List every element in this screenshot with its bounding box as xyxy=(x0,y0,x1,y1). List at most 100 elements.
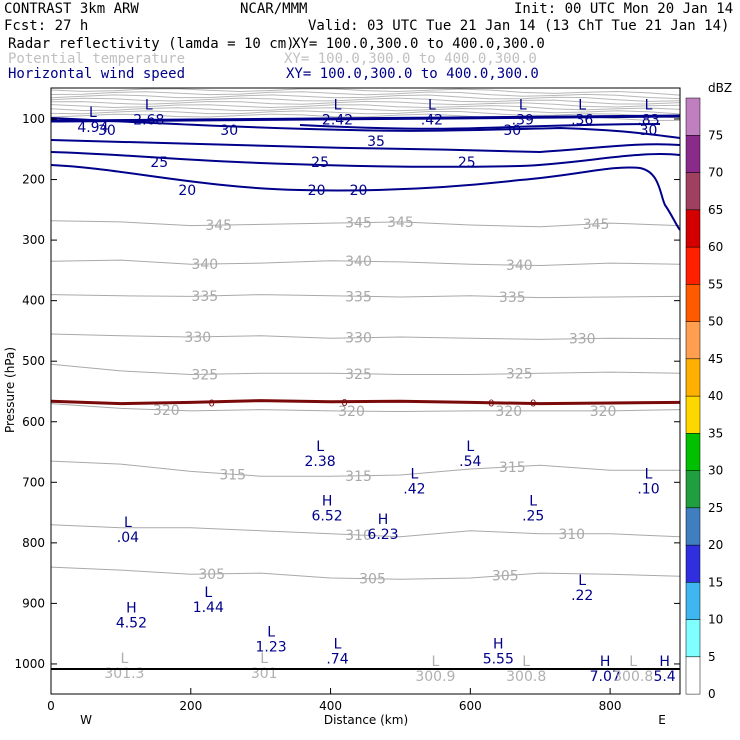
strat-contour xyxy=(50,104,681,111)
theta-contours: 345 345 345 345 340 340 340 335 335 335 330 330 330 3… xyxy=(50,215,681,588)
theta-contour-320 xyxy=(50,403,681,413)
colorbar-label: 20 xyxy=(708,538,723,552)
theta-label-335: 335 xyxy=(191,289,218,305)
theta-label-330: 330 xyxy=(345,331,372,347)
wind-label-35: 35 xyxy=(367,134,385,150)
x-axis: 0 200 400 600 800 xyxy=(47,688,622,713)
init-time: Init: 00 UTC Mon 20 Jan 14 xyxy=(514,1,733,17)
theta-label-305: 305 xyxy=(359,572,386,588)
y-tick-label: 400 xyxy=(22,294,45,308)
forecast-hour: Fcst: 27 h xyxy=(4,18,88,34)
field-2-xy: XY= 100.0,300.0 to 400.0,300.0 xyxy=(284,51,537,67)
extremum-value: .74 xyxy=(326,652,348,668)
strat-contour xyxy=(50,107,681,115)
theta-label-345: 345 xyxy=(345,216,372,232)
colorbar-swatch xyxy=(685,507,701,546)
strat-contour xyxy=(50,91,681,100)
colorbar-swatch xyxy=(685,358,701,397)
extremum-L: L xyxy=(145,98,153,114)
strat-contour xyxy=(50,88,681,96)
extremum-value: .04 xyxy=(117,530,139,546)
theta-label-345: 345 xyxy=(583,217,610,233)
plot-background xyxy=(51,88,680,694)
extremum-L: L xyxy=(89,105,97,121)
theta-contour-330 xyxy=(50,333,681,340)
colorbar-label: 65 xyxy=(708,203,723,217)
extremum-H: H xyxy=(126,600,137,616)
colorbar-label: 35 xyxy=(708,426,723,440)
extremum-H: H xyxy=(659,654,670,670)
theta-label-345: 345 xyxy=(205,218,232,234)
valid-time: Valid: 03 UTC Tue 21 Jan 14 (13 ChT Tue … xyxy=(308,18,729,34)
extremum-value: .42 xyxy=(403,482,425,498)
colorbar-swatch xyxy=(685,582,701,620)
wind-label-30: 30 xyxy=(640,123,658,139)
theta-label-320: 320 xyxy=(153,403,180,419)
extremum-value: .39 xyxy=(512,113,534,129)
wind-label-20: 20 xyxy=(350,183,368,199)
theta-label-330: 330 xyxy=(569,332,596,348)
theta-contour-345 xyxy=(50,220,681,228)
colorbar-label: 30 xyxy=(708,464,723,478)
wind-label-25: 25 xyxy=(458,155,476,171)
extremum-value: 2.42 xyxy=(322,113,353,129)
colorbar-unit: dBZ xyxy=(708,81,732,95)
x-tick-label: 400 xyxy=(319,699,342,713)
extremum-L: L xyxy=(645,98,653,114)
colorbar-label: 25 xyxy=(708,501,723,515)
theta-contour-305 xyxy=(50,566,681,580)
x-axis-west-label: W xyxy=(80,713,92,727)
extremum-value: .83 xyxy=(637,113,659,129)
colorbar-swatch xyxy=(685,470,701,509)
wind-contour-20 xyxy=(50,164,681,231)
x-axis-east-label: E xyxy=(658,713,666,727)
theta-label-305: 305 xyxy=(492,569,519,585)
field-2-name: Potential temperature xyxy=(8,51,185,67)
theta-label-315: 315 xyxy=(219,467,246,483)
colorbar-swatch xyxy=(685,246,701,285)
extremum-L: L xyxy=(267,625,275,641)
extremum-value: 5.4 xyxy=(653,669,675,685)
colorbar-label: 40 xyxy=(708,389,723,403)
colorbar-swatch xyxy=(685,619,701,658)
model-title: CONTRAST 3km ARW xyxy=(4,1,139,17)
plot-area: 345 345 345 345 340 340 340 335 335 335 330 330 330 3… xyxy=(50,87,681,695)
colorbar-swatch xyxy=(685,97,701,136)
y-tick-label: 100 xyxy=(22,112,45,126)
theta-label-315: 315 xyxy=(499,460,526,476)
plot-frame xyxy=(50,87,681,695)
theta-contour-335 xyxy=(50,294,681,299)
colorbar-label: 10 xyxy=(708,613,723,627)
x-tick-label: 0 xyxy=(47,699,55,713)
extremum-value: 6.23 xyxy=(367,527,398,543)
wind-label-20: 20 xyxy=(308,183,326,199)
extremum-L: L xyxy=(529,494,537,510)
extremum-value: 300.9 xyxy=(415,669,455,685)
extremum-L: L xyxy=(334,637,342,653)
extremum-value: 4.52 xyxy=(116,615,147,631)
wind-contour-25 xyxy=(50,151,681,168)
extremum-L: L xyxy=(519,98,527,114)
wind-contour-35 xyxy=(299,123,661,130)
extremum-value: 300.8 xyxy=(506,669,546,685)
extremum-value: .25 xyxy=(522,509,544,525)
theta-contour-325 xyxy=(50,363,681,376)
extremum-value: .10 xyxy=(637,482,659,498)
zero-contour-label: 0 xyxy=(209,398,215,409)
strat-contour xyxy=(50,110,681,119)
y-tick-label: 800 xyxy=(22,536,45,550)
colorbar-label: 0 xyxy=(708,687,716,701)
colorbar-swatch xyxy=(685,544,701,583)
extremum-L: L xyxy=(334,98,342,114)
extremum-H: H xyxy=(322,494,333,510)
colorbar-label: 70 xyxy=(708,166,723,180)
extremum-value: 1.23 xyxy=(256,640,287,656)
org-label: NCAR/MMM xyxy=(240,1,307,17)
wind-contour-30 xyxy=(50,117,681,154)
wind-label-20: 20 xyxy=(178,183,196,199)
extremum-L: L xyxy=(124,515,132,531)
x-axis-label: Distance (km) xyxy=(324,713,408,727)
